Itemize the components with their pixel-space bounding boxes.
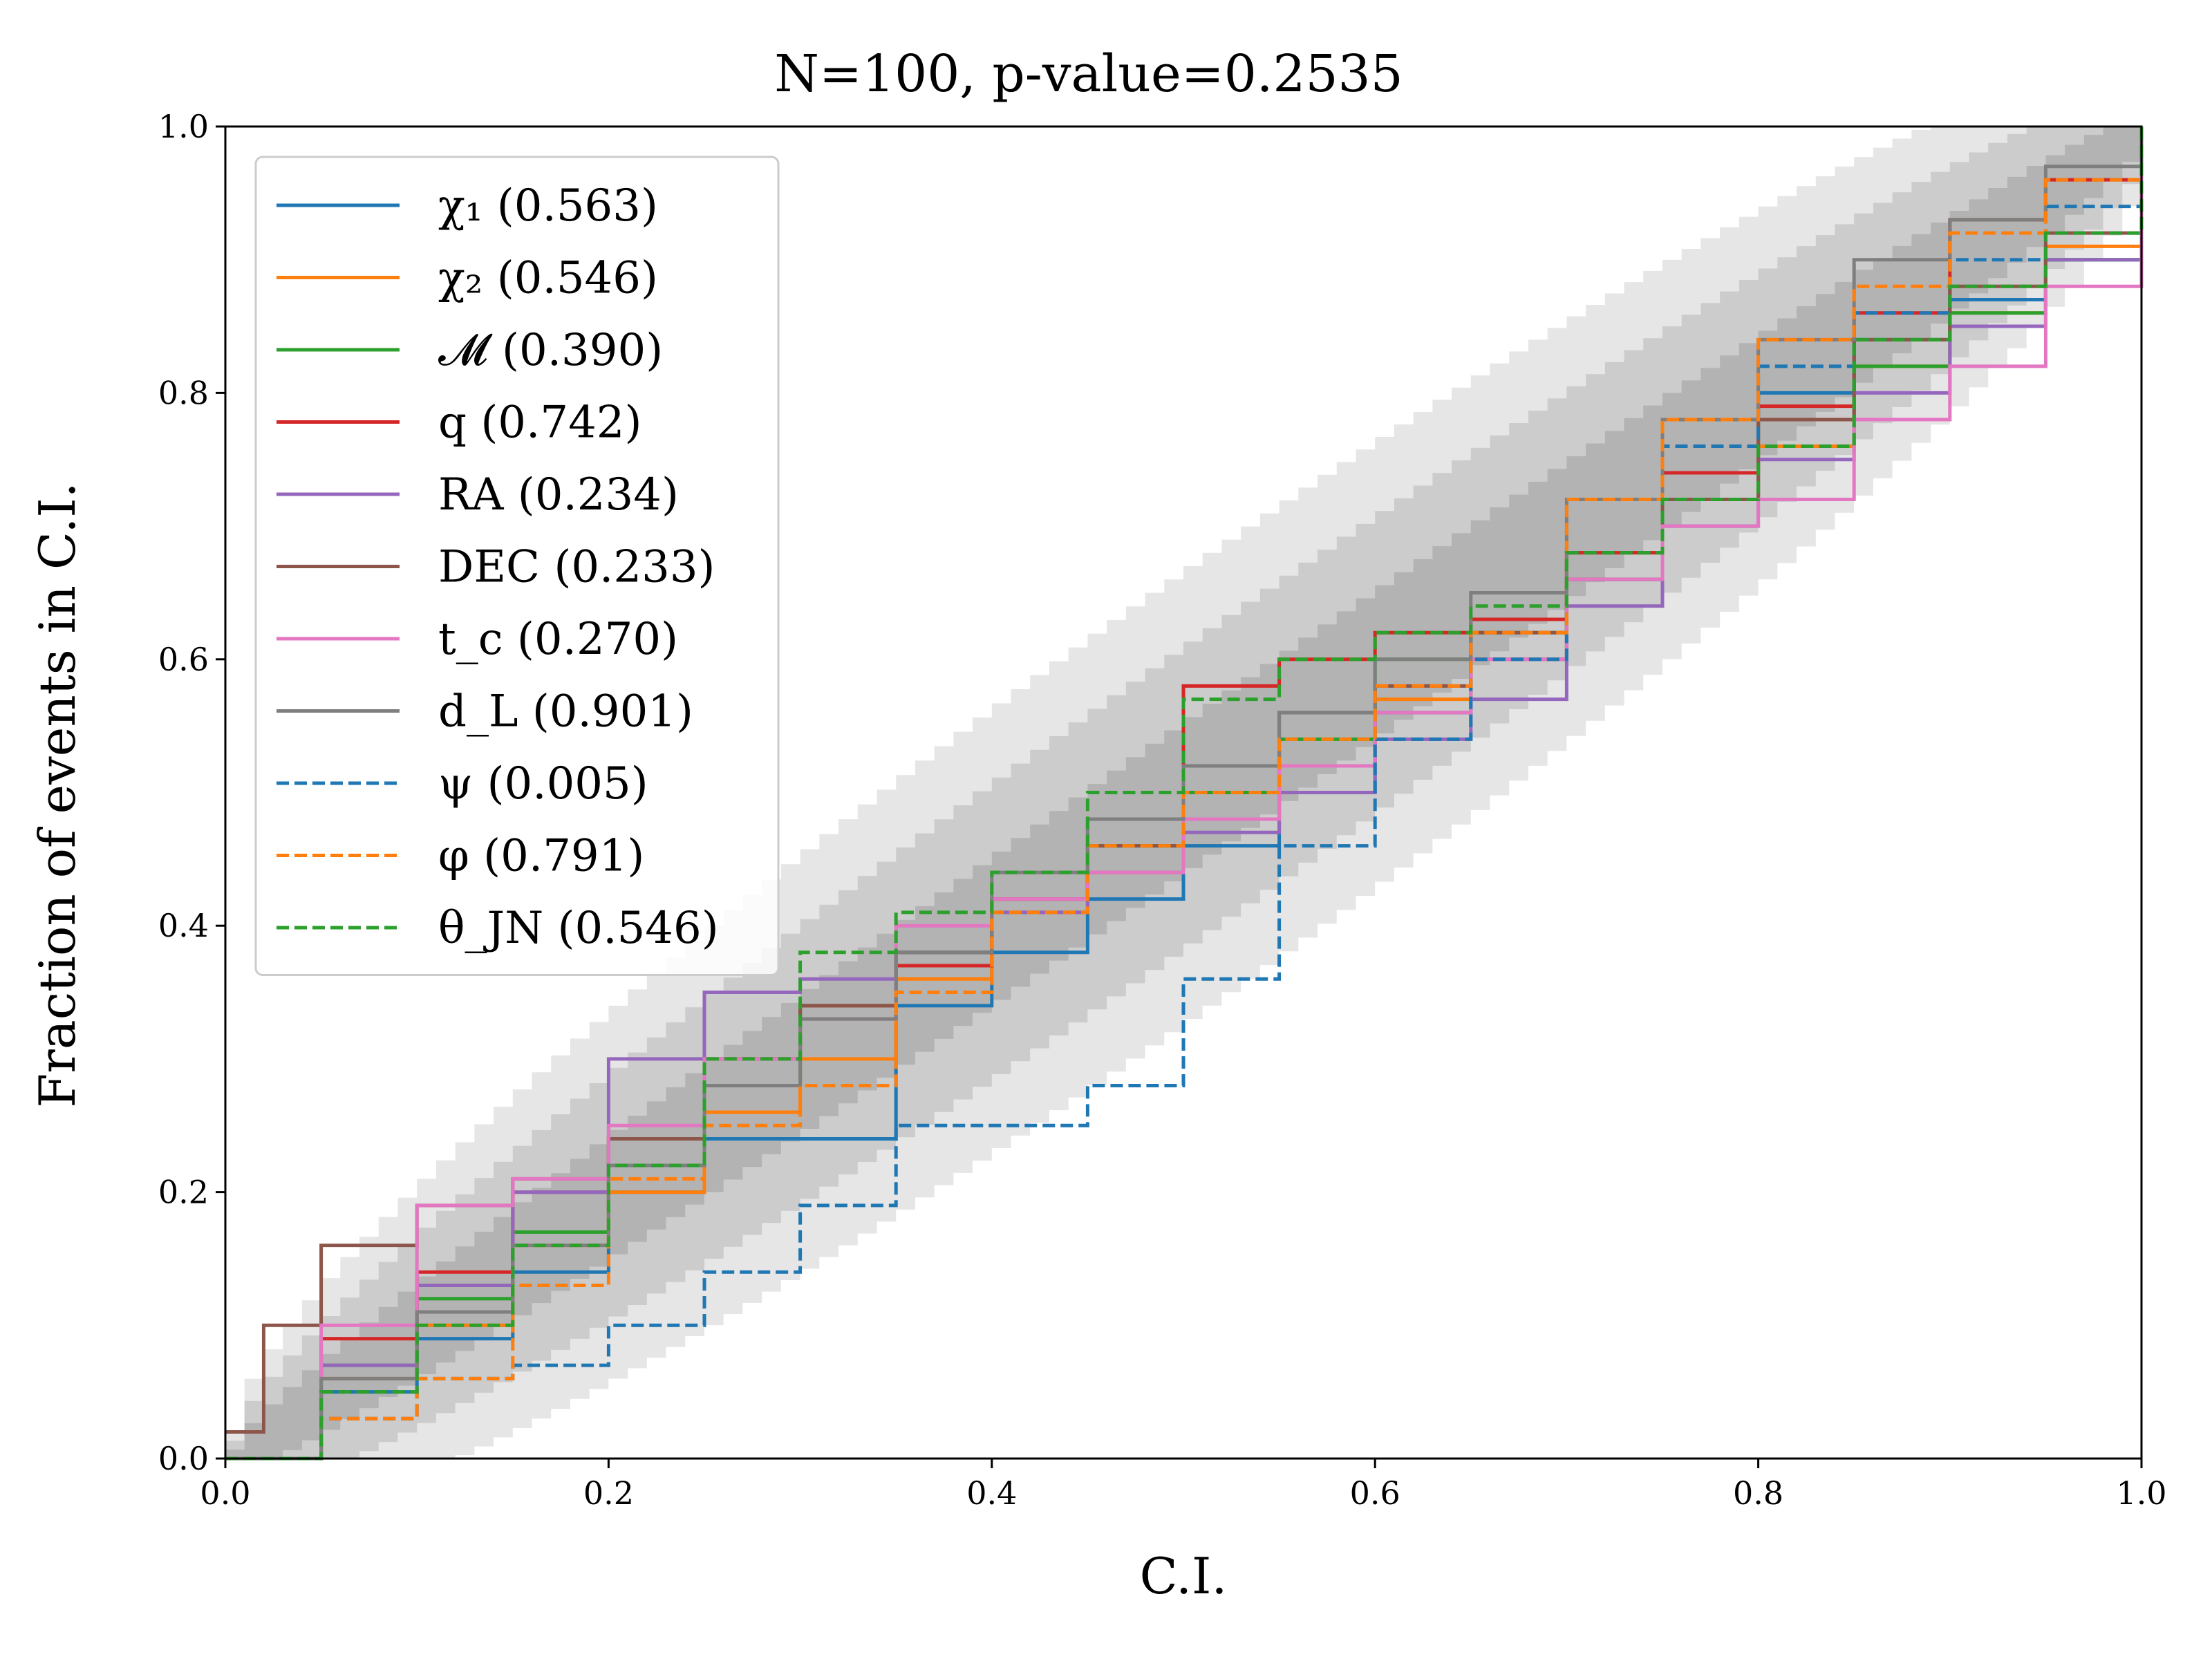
y-tick-label: 0.0 (158, 1440, 209, 1477)
legend: χ₁ (0.563) χ₂ (0.546) 𝓜 (0.390) q (0.742) RA… (254, 156, 780, 976)
legend-label-6: t_c (0.270) (438, 614, 678, 665)
y-tick-label: 0.6 (158, 641, 209, 678)
legend-box (254, 156, 780, 976)
series-lines (225, 126, 2144, 1461)
legend-label-7: d_L (0.901) (438, 686, 693, 738)
y-tick-label: 0.2 (158, 1174, 209, 1211)
y-tick-label: 0.4 (158, 907, 209, 944)
y-axis-label: Fraction of events in C.I. (28, 482, 86, 1107)
x-tick-label: 0.6 (1350, 1474, 1400, 1512)
x-tick-label: 0.8 (1733, 1474, 1783, 1512)
legend-label-1: χ₂ (0.546) (438, 253, 658, 304)
legend-label-5: DEC (0.233) (438, 542, 715, 593)
axes-frame (224, 125, 2143, 1460)
y-tick-label: 1.0 (158, 108, 209, 145)
legend-label-10: θ_JN (0.546) (438, 903, 719, 954)
legend-label-2: 𝓜 (0.390) (438, 325, 663, 376)
x-tick-label: 1.0 (2116, 1474, 2166, 1512)
x-tick-label: 0.4 (966, 1474, 1017, 1512)
x-axis-label: C.I. (1140, 1547, 1228, 1605)
legend-label-4: RA (0.234) (438, 469, 679, 521)
legend-label-0: χ₁ (0.563) (438, 180, 658, 232)
legend-label-9: φ (0.791) (438, 831, 644, 882)
axis-ticks: 0.0 0.2 0.4 0.6 0.8 1.0 0.0 0.2 0.4 0.6 0.8 1.0 (158, 108, 2167, 1512)
series-line-8 (225, 126, 2144, 1461)
y-tick-label: 0.8 (158, 374, 209, 411)
x-tick-label: 0.0 (200, 1474, 250, 1512)
legend-label-3: q (0.742) (438, 397, 641, 449)
x-tick-label: 0.2 (583, 1474, 634, 1512)
legend-label-8: ψ (0.005) (438, 758, 648, 809)
series-line-10 (225, 126, 2144, 1461)
chart-title: N=100, p-value=0.2535 (774, 44, 1403, 104)
